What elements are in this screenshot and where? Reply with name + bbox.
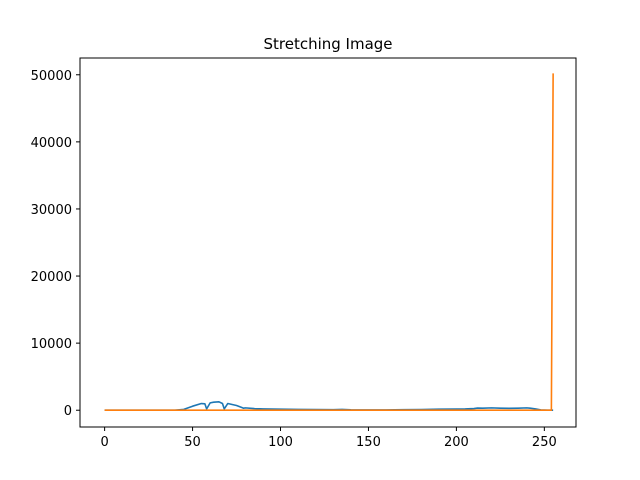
- plot-lines: [104, 73, 554, 412]
- axes-frame: [79, 57, 577, 428]
- x-tick-label: 100: [268, 435, 293, 450]
- x-tick-label: 0: [100, 435, 108, 450]
- y-tick-label: 30000: [31, 203, 72, 218]
- x-tick-label: 50: [184, 435, 201, 450]
- y-tick-label: 40000: [31, 136, 72, 151]
- x-tick-label: 250: [532, 435, 557, 450]
- y-tick-label: 50000: [31, 69, 72, 84]
- y-tick-label: 10000: [31, 337, 72, 352]
- chart-title: Stretching Image: [263, 35, 392, 53]
- y-axis-ticks: 0 10000 20000 30000 40000 50000: [31, 69, 80, 419]
- y-tick-label: 20000: [31, 270, 72, 285]
- x-tick-label: 200: [444, 435, 469, 450]
- y-tick-label: 0: [64, 404, 72, 419]
- series-line-1: [104, 401, 554, 412]
- x-axis-ticks: 0 50 100 150 200 250: [100, 427, 557, 450]
- series-line-2: [104, 73, 554, 412]
- x-tick-label: 150: [356, 435, 381, 450]
